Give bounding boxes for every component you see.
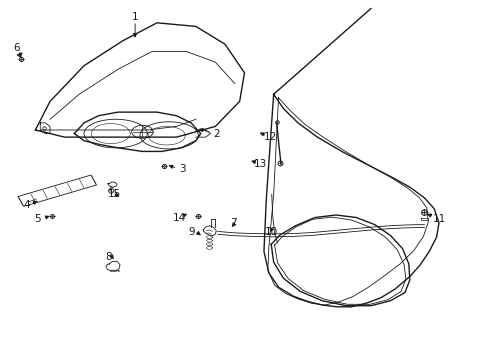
Text: 3: 3 xyxy=(179,164,185,174)
Text: 6: 6 xyxy=(14,43,20,53)
Text: 1: 1 xyxy=(132,13,138,22)
Text: 15: 15 xyxy=(107,189,121,199)
Text: 5: 5 xyxy=(34,214,41,224)
Text: 8: 8 xyxy=(105,252,111,262)
Text: 11: 11 xyxy=(432,214,446,224)
Text: 13: 13 xyxy=(254,159,267,169)
Text: 7: 7 xyxy=(229,218,236,228)
Text: 4: 4 xyxy=(23,200,30,210)
Text: 10: 10 xyxy=(264,227,277,237)
Text: 9: 9 xyxy=(188,227,195,237)
Text: 14: 14 xyxy=(172,212,185,222)
Text: 2: 2 xyxy=(212,129,219,139)
Text: 12: 12 xyxy=(264,132,277,142)
